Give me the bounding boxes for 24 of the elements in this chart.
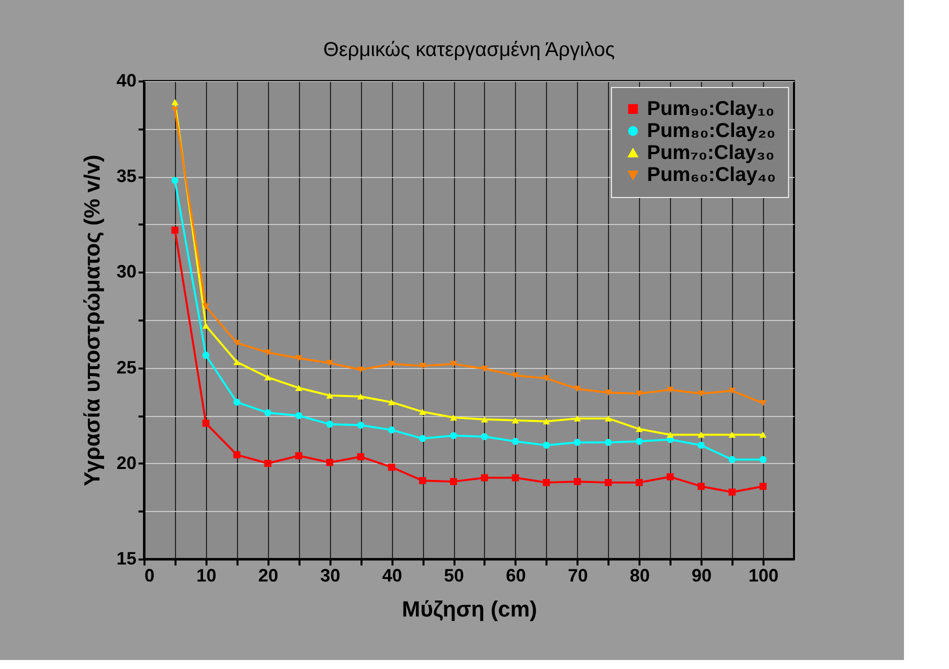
chart-title: Θερμικώς κατεργασμένη Άργιλος (323, 39, 616, 61)
y-tick-label: 35 (116, 166, 136, 186)
legend-label: Pum₈₀:Clay₂₀ (647, 120, 776, 142)
legend-label: Pum₉₀:Clay₁₀ (647, 98, 775, 120)
legend-label: Pum₇₀:Clay₃₀ (647, 142, 775, 164)
x-tick-label: 50 (444, 566, 464, 586)
x-tick-label: 80 (630, 566, 650, 586)
y-tick-label: 20 (116, 452, 136, 473)
x-tick-label: 60 (506, 566, 526, 586)
x-tick-label: 30 (320, 566, 340, 586)
y-axis-title: Υγρασία υποστρώματος (% v/v) (79, 154, 104, 486)
x-tick-label: 0 (144, 566, 155, 586)
y-tick-label: 25 (116, 357, 136, 378)
y-tick-label: 15 (116, 548, 136, 568)
y-tick-label: 40 (116, 70, 136, 90)
x-tick-label: 20 (258, 566, 278, 586)
x-axis-title: Μύζηση (cm) (402, 596, 538, 622)
x-tick-label: 40 (382, 566, 402, 586)
x-tick-label: 10 (196, 566, 216, 586)
x-tick-label: 90 (692, 566, 712, 586)
x-tick-label: 70 (568, 566, 588, 586)
x-tick-label: 100 (748, 566, 779, 586)
legend-label: Pum₆₀:Clay₄₀ (647, 164, 776, 186)
y-tick-label: 30 (116, 262, 136, 282)
